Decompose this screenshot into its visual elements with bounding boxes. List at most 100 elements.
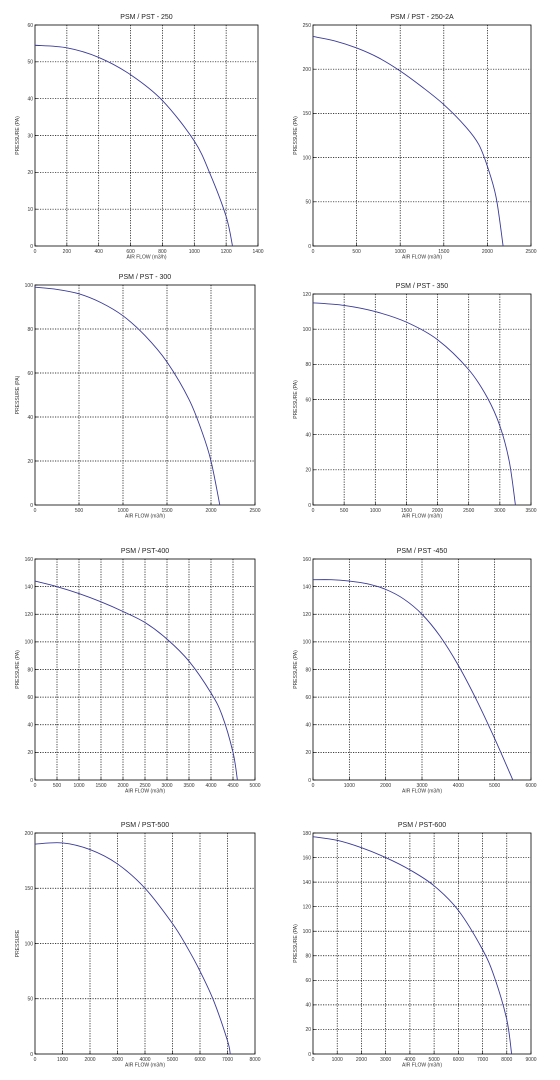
y-tick-label: 20 bbox=[27, 750, 33, 756]
x-tick-label: 5000 bbox=[489, 783, 500, 789]
y-tick-label: 60 bbox=[305, 397, 311, 403]
pressure-curve bbox=[34, 44, 233, 247]
x-tick-label: 500 bbox=[340, 508, 349, 514]
y-tick-label: 40 bbox=[27, 723, 33, 729]
y-tick-label: 100 bbox=[303, 155, 312, 161]
y-tick-label: 140 bbox=[303, 584, 312, 590]
y-tick-label: 100 bbox=[25, 640, 34, 646]
y-tick-label: 60 bbox=[305, 695, 311, 701]
x-tick-label: 2000 bbox=[380, 783, 391, 789]
y-axis-label: PRESSURE (PA) bbox=[293, 116, 299, 155]
x-tick-label: 2500 bbox=[463, 508, 474, 514]
x-axis-label: AIR FLOW (m3/h) bbox=[125, 789, 165, 795]
x-tick-label: 4500 bbox=[227, 783, 238, 789]
x-tick-label: 4000 bbox=[453, 783, 464, 789]
x-tick-label: 1000 bbox=[395, 249, 406, 255]
y-tick-label: 0 bbox=[308, 503, 311, 509]
y-tick-label: 0 bbox=[30, 244, 33, 250]
x-tick-label: 3500 bbox=[525, 508, 536, 514]
x-axis-label: AIR FLOW (m3/h) bbox=[402, 255, 442, 261]
x-tick-label: 1500 bbox=[95, 783, 106, 789]
x-axis-label: AIR FLOW (m3/h) bbox=[125, 1063, 165, 1069]
y-tick-label: 100 bbox=[303, 929, 312, 935]
y-tick-label: 150 bbox=[303, 111, 312, 117]
x-tick-label: 3000 bbox=[380, 1057, 391, 1063]
y-tick-label: 20 bbox=[305, 468, 311, 474]
y-tick-label: 20 bbox=[27, 170, 33, 176]
y-tick-label: 100 bbox=[25, 283, 34, 289]
y-tick-label: 50 bbox=[27, 60, 33, 66]
x-tick-label: 1000 bbox=[370, 508, 381, 514]
y-tick-label: 200 bbox=[303, 67, 312, 73]
x-tick-label: 0 bbox=[34, 249, 37, 255]
plot-area bbox=[313, 294, 531, 505]
x-tick-label: 1000 bbox=[189, 249, 200, 255]
x-tick-label: 2500 bbox=[525, 249, 536, 255]
x-tick-label: 2000 bbox=[84, 1057, 95, 1063]
y-tick-label: 20 bbox=[305, 750, 311, 756]
x-tick-label: 600 bbox=[126, 249, 135, 255]
x-tick-label: 200 bbox=[63, 249, 72, 255]
x-tick-label: 3000 bbox=[494, 508, 505, 514]
chart-title: PSM / PST-600 bbox=[398, 822, 446, 829]
x-axis-label: AIR FLOW (m3/h) bbox=[402, 789, 442, 795]
y-tick-label: 40 bbox=[27, 415, 33, 421]
y-tick-label: 160 bbox=[303, 855, 312, 861]
x-tick-label: 1000 bbox=[73, 783, 84, 789]
x-tick-label: 0 bbox=[312, 783, 315, 789]
x-tick-label: 1000 bbox=[344, 783, 355, 789]
y-tick-label: 0 bbox=[308, 778, 311, 784]
y-tick-label: 140 bbox=[303, 880, 312, 886]
chart-panel-1: 0 200 400 600 800 1000 1200 1400 0 10 20 30 40 50 60 PS… bbox=[15, 14, 264, 261]
x-tick-label: 0 bbox=[34, 1057, 37, 1063]
pressure-curve bbox=[312, 836, 513, 1055]
plot-frame bbox=[312, 832, 532, 1055]
x-tick-label: 1400 bbox=[252, 249, 263, 255]
plot-frame bbox=[312, 558, 532, 781]
chart-title: PSM / PST-500 bbox=[121, 822, 169, 829]
y-axis-label: PRESSURE (PA) bbox=[293, 924, 299, 963]
x-tick-label: 7000 bbox=[222, 1057, 233, 1063]
plot-frame bbox=[312, 293, 532, 506]
x-tick-label: 1000 bbox=[332, 1057, 343, 1063]
x-tick-label: 4000 bbox=[139, 1057, 150, 1063]
plot-frame bbox=[34, 832, 256, 1055]
y-tick-label: 100 bbox=[303, 327, 312, 333]
y-tick-label: 50 bbox=[305, 200, 311, 206]
x-tick-label: 3500 bbox=[183, 783, 194, 789]
x-tick-label: 1000 bbox=[57, 1057, 68, 1063]
x-tick-label: 5000 bbox=[429, 1057, 440, 1063]
y-tick-label: 0 bbox=[30, 778, 33, 784]
y-tick-label: 10 bbox=[27, 207, 33, 213]
x-tick-label: 500 bbox=[75, 508, 84, 514]
y-tick-label: 0 bbox=[308, 1052, 311, 1058]
x-tick-label: 1500 bbox=[161, 508, 172, 514]
chart-panel-5: 0 500 1000 1500 2000 2500 3000 3500 4000 4500 5000… bbox=[15, 548, 261, 795]
x-tick-label: 8000 bbox=[249, 1057, 260, 1063]
x-tick-label: 1500 bbox=[401, 508, 412, 514]
x-axis-label: AIR FLOW (m3/h) bbox=[402, 514, 442, 520]
x-tick-label: 0 bbox=[34, 783, 37, 789]
y-tick-label: 60 bbox=[305, 978, 311, 984]
y-tick-label: 80 bbox=[305, 362, 311, 368]
chart-panel-4: 0 500 1000 1500 2000 2500 3000 3500 0 20 40 60 80 100… bbox=[293, 283, 537, 520]
y-tick-label: 100 bbox=[25, 941, 34, 947]
y-tick-label: 40 bbox=[305, 432, 311, 438]
x-tick-label: 2500 bbox=[139, 783, 150, 789]
x-tick-label: 0 bbox=[34, 508, 37, 514]
y-tick-label: 40 bbox=[305, 723, 311, 729]
x-axis-label: AIR FLOW (m3/h) bbox=[402, 1063, 442, 1069]
x-tick-label: 5000 bbox=[249, 783, 260, 789]
y-tick-label: 0 bbox=[30, 1052, 33, 1058]
y-tick-label: 30 bbox=[27, 133, 33, 139]
chart-title: PSM / PST - 300 bbox=[119, 274, 171, 281]
x-tick-label: 6000 bbox=[194, 1057, 205, 1063]
y-tick-label: 60 bbox=[27, 371, 33, 377]
y-tick-label: 80 bbox=[305, 667, 311, 673]
y-tick-label: 0 bbox=[308, 244, 311, 250]
plot-area bbox=[313, 25, 531, 246]
x-axis-label: AIR FLOW (m3/h) bbox=[126, 255, 166, 261]
y-tick-label: 140 bbox=[25, 584, 34, 590]
plot-area bbox=[35, 285, 255, 505]
x-tick-label: 6000 bbox=[453, 1057, 464, 1063]
